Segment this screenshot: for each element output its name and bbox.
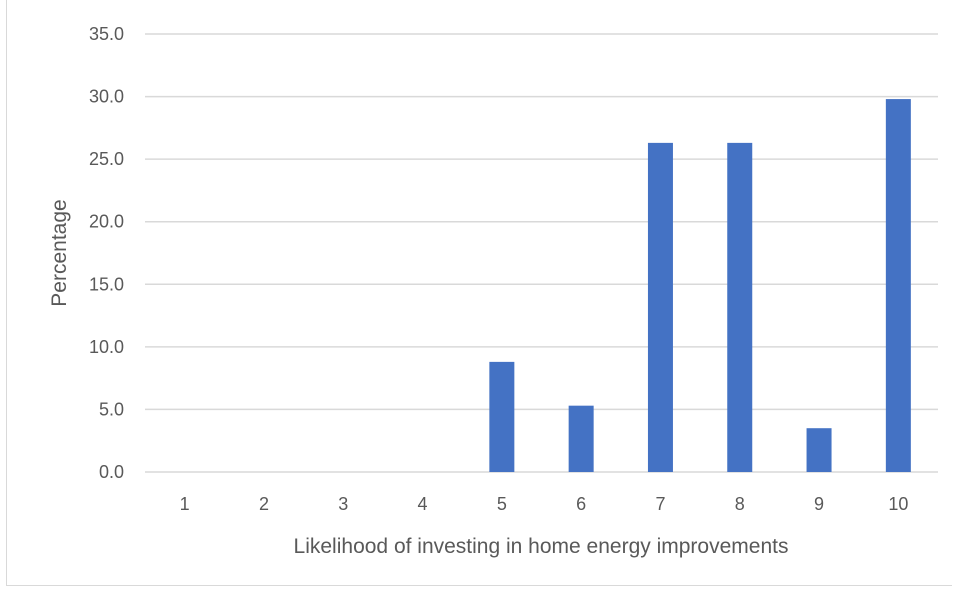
- x-tick-label: 1: [180, 494, 190, 514]
- x-tick-label: 6: [576, 494, 586, 514]
- bar-7: [647, 142, 673, 473]
- bar-5: [489, 361, 515, 472]
- y-tick-label: 10.0: [89, 337, 124, 357]
- x-tick-label: 3: [338, 494, 348, 514]
- y-tick-label: 15.0: [89, 274, 124, 294]
- y-tick-label: 30.0: [89, 87, 124, 107]
- y-tick-label: 0.0: [99, 462, 124, 482]
- x-tick-label: 7: [655, 494, 665, 514]
- chart-frame: [6, 0, 952, 586]
- x-tick-label: 4: [418, 494, 428, 514]
- x-tick-label: 8: [735, 494, 745, 514]
- y-axis-label: Percentage: [48, 199, 71, 306]
- x-tick-label: 10: [888, 494, 908, 514]
- y-tick-label: 20.0: [89, 212, 124, 232]
- x-tick-label: 2: [259, 494, 269, 514]
- x-tick-labels: 1 2 3 4 5 6 7 8 9 10: [180, 494, 909, 514]
- bar-9: [806, 428, 832, 472]
- gridlines: [145, 33, 938, 473]
- bar-10: [885, 99, 911, 473]
- x-axis-label: Likelihood of investing in home energy i…: [294, 535, 789, 558]
- y-tick-labels: 0.0 5.0 10.0 15.0 20.0 25.0 30.0 35.0: [89, 24, 124, 482]
- y-tick-label: 5.0: [99, 399, 124, 419]
- bars: [489, 99, 911, 473]
- bar-8: [727, 142, 753, 473]
- y-tick-label: 35.0: [89, 24, 124, 44]
- bar-6: [568, 405, 594, 472]
- x-tick-label: 5: [497, 494, 507, 514]
- y-tick-label: 25.0: [89, 149, 124, 169]
- x-tick-label: 9: [814, 494, 824, 514]
